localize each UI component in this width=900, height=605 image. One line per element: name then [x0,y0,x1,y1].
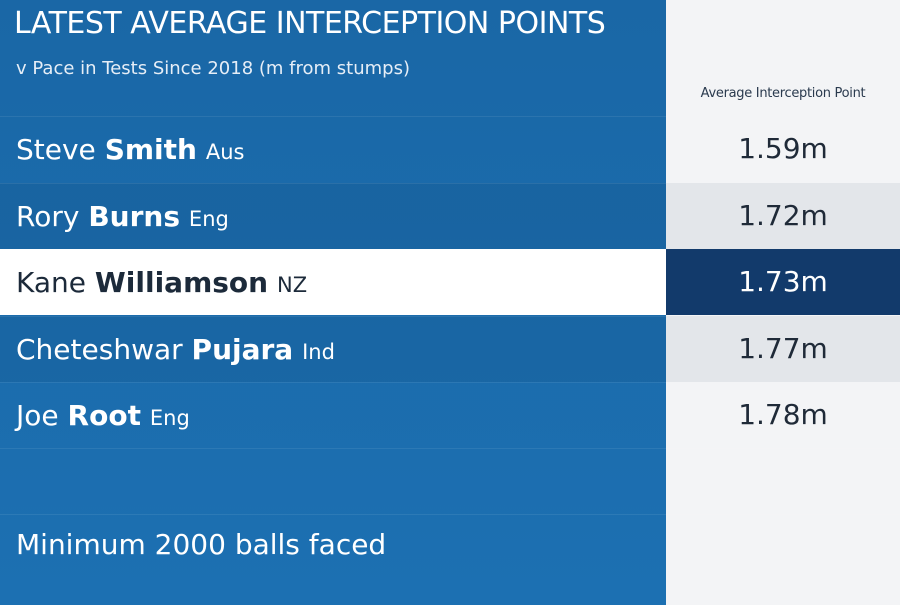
country: NZ [277,273,308,297]
surname: Root [67,399,141,432]
country: Eng [188,206,229,231]
first-name: Kane [16,266,86,299]
column-header: Average Interception Point [700,86,866,101]
first-name: Cheteshwar [16,332,183,366]
subtitle: v Pace in Tests Since 2018 (m from stump… [16,58,410,79]
table-row: Joe Root Eng 1.78m [0,382,900,448]
player-cell: Kane Williamson NZ [0,249,666,315]
value-cell: 1.73m [666,249,900,315]
table-row: Steve Smith Aus 1.59m [0,116,900,182]
table-row: Cheteshwar Pujara Ind 1.77m [0,315,900,382]
country: Eng [149,406,190,430]
player-cell: Steve Smith Aus [0,116,666,182]
empty-row [0,514,900,581]
surname: Williamson [94,266,269,299]
table-row: Rory Burns Eng 1.72m [0,182,900,249]
first-name: Joe [16,399,59,432]
first-name: Steve [16,133,96,166]
surname: Smith [104,133,197,166]
country: Ind [302,339,335,364]
player-cell: Cheteshwar Pujara Ind [0,315,666,382]
empty-row [0,448,900,515]
table-row: Kane Williamson NZ 1.73m [0,249,900,315]
value-cell: 1.59m [738,132,828,165]
first-name: Rory [16,199,80,233]
player-cell: Joe Root Eng [0,382,666,448]
player-cell: Rory Burns Eng [0,182,666,249]
footnote: Minimum 2000 balls faced [16,528,387,561]
surname: Pujara [191,332,294,366]
surname: Burns [88,199,181,233]
value-cell: 1.77m [666,315,900,382]
value-cell: 1.78m [738,398,828,431]
country: Aus [205,140,245,164]
title: LATEST AVERAGE INTERCEPTION POINTS [14,6,606,41]
value-cell: 1.72m [666,182,900,249]
